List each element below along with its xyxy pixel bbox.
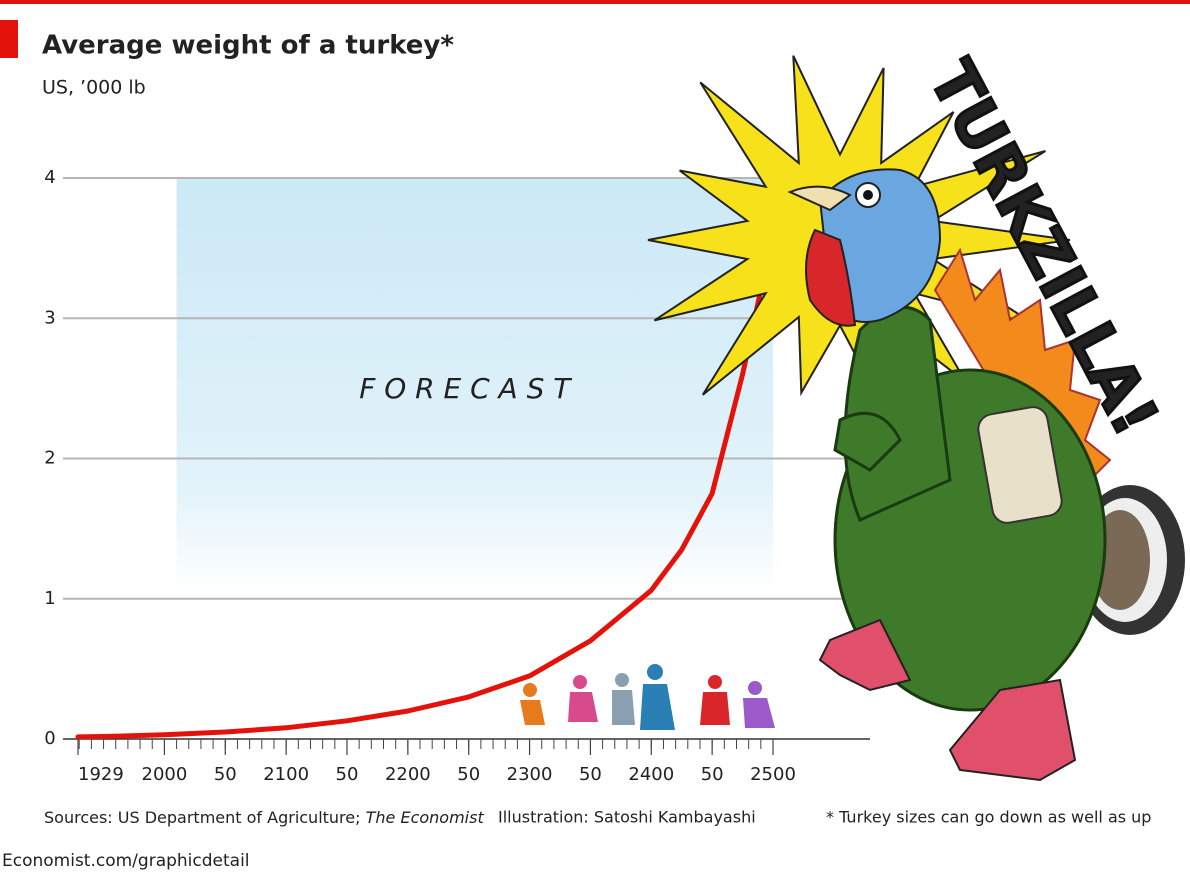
- x-tick-label: 2100: [263, 764, 309, 785]
- sources: Sources: US Department of Agriculture; T…: [44, 808, 484, 827]
- subtitle: US, ’000 lb: [42, 77, 146, 99]
- footnote: * Turkey sizes can go down as well as up: [826, 808, 1151, 827]
- y-tick-label: 1: [44, 588, 55, 609]
- credit: Illustration: Satoshi Kambayashi: [498, 808, 756, 827]
- foot: [948, 678, 1077, 782]
- x-tick-label: 2200: [385, 764, 431, 785]
- x-tick-label: 50: [336, 764, 359, 785]
- belly: [977, 406, 1063, 524]
- forecast-label: F O R E C A S T: [359, 372, 572, 405]
- x-tick-label: 2000: [142, 764, 188, 785]
- x-tick-label: 50: [214, 764, 237, 785]
- plot: F O R E C A S T 0 1 2 3 4 1929 2000 50 2100 50 2200…: [44, 167, 870, 785]
- wattle: [805, 228, 857, 327]
- top-rule: [0, 0, 1190, 4]
- x-tick-label: 50: [579, 764, 602, 785]
- x-tick-label: 2300: [507, 764, 553, 785]
- red-tag: [0, 20, 18, 58]
- illustration: [520, 55, 1185, 782]
- line: [75, 203, 776, 740]
- footer: Economist.com/graphicdetail: [2, 851, 250, 871]
- x-tick-label: 2400: [628, 764, 674, 785]
- y-tick-label: 4: [44, 167, 55, 188]
- crowd: [520, 664, 775, 730]
- chart-title: Average weight of a turkey*: [42, 31, 454, 61]
- y-tick-label: 0: [44, 728, 55, 749]
- sources-italic: The Economist: [366, 808, 485, 827]
- y-tick-label: 3: [44, 307, 55, 328]
- beak: [787, 185, 852, 212]
- x-tick-label: 2500: [750, 764, 796, 785]
- sources-text: Sources: US Department of Agriculture;: [44, 808, 366, 827]
- foot: [818, 618, 912, 692]
- forecast-region: [176, 178, 773, 594]
- pupil: [863, 190, 873, 200]
- x-tick-label: 50: [701, 764, 724, 785]
- x-tick-label: 50: [457, 764, 480, 785]
- y-tick-label: 2: [44, 448, 55, 469]
- arm: [833, 411, 902, 472]
- x-tick-label: 1929: [78, 764, 124, 785]
